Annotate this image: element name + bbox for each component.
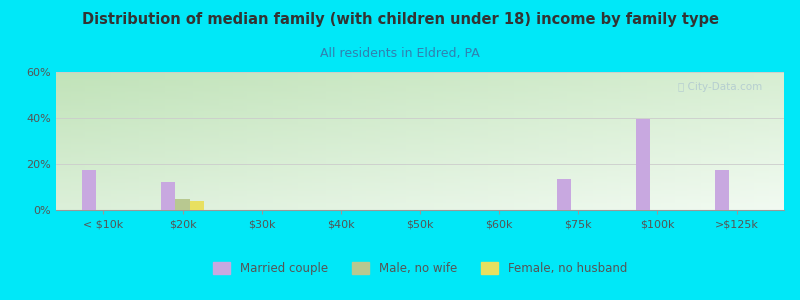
Legend: Married couple, Male, no wife, Female, no husband: Married couple, Male, no wife, Female, n… <box>208 257 632 280</box>
Bar <box>162 182 175 210</box>
Text: Distribution of median family (with children under 18) income by family type: Distribution of median family (with chil… <box>82 12 718 27</box>
Bar <box>636 119 650 210</box>
Bar <box>175 199 190 210</box>
Bar <box>82 170 96 210</box>
Text: ⓘ City-Data.com: ⓘ City-Data.com <box>678 82 762 92</box>
Bar <box>557 179 571 210</box>
Text: All residents in Eldred, PA: All residents in Eldred, PA <box>320 46 480 59</box>
Bar <box>190 201 204 210</box>
Bar <box>715 170 730 210</box>
